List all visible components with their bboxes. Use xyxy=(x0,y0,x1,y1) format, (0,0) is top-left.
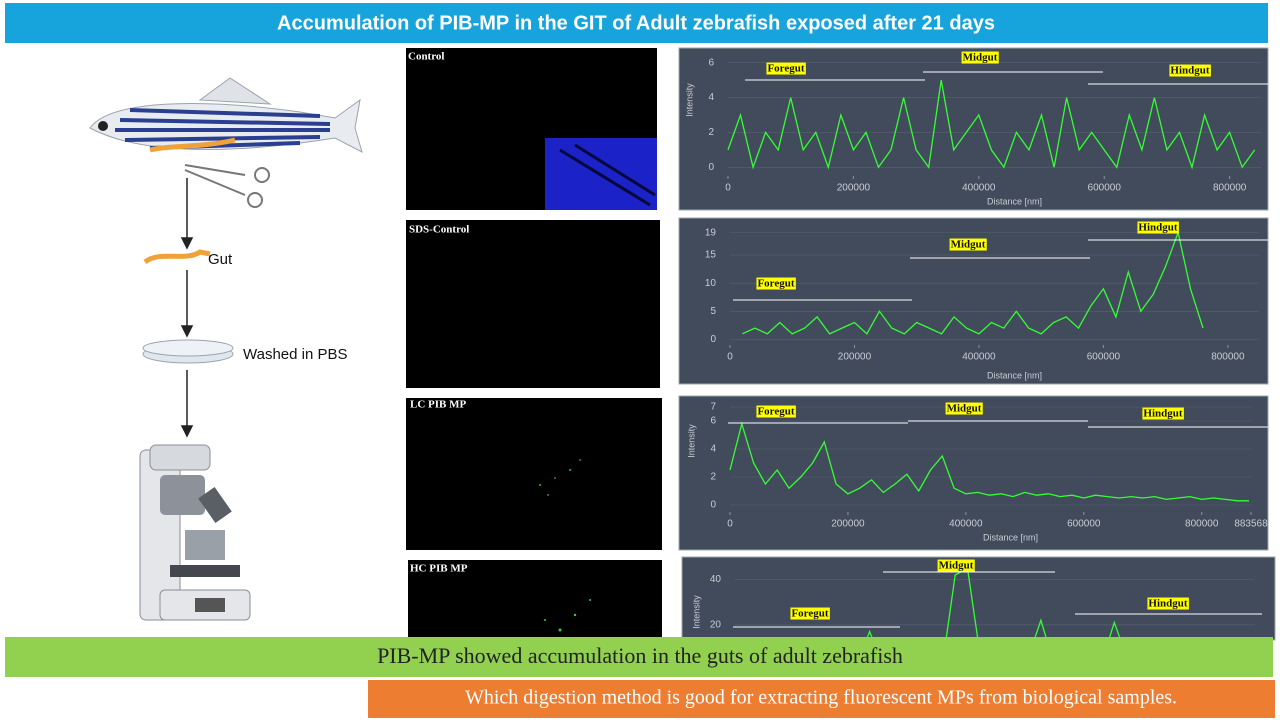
region-label: Foregut xyxy=(767,63,804,75)
y-tick-label: 0 xyxy=(708,162,714,173)
wash-label: Washed in PBS xyxy=(243,346,348,363)
question-banner xyxy=(368,680,1275,718)
gut-label: Gut xyxy=(208,251,233,268)
y-tick-label: 40 xyxy=(710,574,722,585)
x-axis-label: Distance [nm] xyxy=(983,532,1038,542)
y-tick-label: 0 xyxy=(710,500,716,511)
intensity-chart: 0 2 4 6 7 0 200000 400000 600000 800000 883568 Dist… xyxy=(678,395,1269,551)
y-tick-label: 2 xyxy=(710,472,716,483)
intensity-chart: 0 2 4 6 0 200000 400000 600000 800000 Distance [n… xyxy=(678,47,1269,211)
x-tick-label: 600000 xyxy=(1087,352,1121,363)
region-highlight xyxy=(756,405,796,418)
y-tick-label: 6 xyxy=(710,416,716,427)
title: Accumulation of PIB-MP in the GIT of Adu… xyxy=(277,12,995,34)
region-label: Hindgut xyxy=(1138,222,1177,234)
region-highlight xyxy=(766,62,806,75)
x-axis-label: Distance [nm] xyxy=(987,196,1042,206)
y-tick-label: 5 xyxy=(710,306,716,317)
y-tick-label: 4 xyxy=(710,444,716,455)
fluorescence-specks xyxy=(544,599,591,632)
fluorescence-specks xyxy=(538,459,581,496)
region-highlight xyxy=(790,607,830,620)
region-label: Midgut xyxy=(951,239,986,251)
plot-area: 0 2 4 6 0 200000 400000 600000 800000 xyxy=(708,57,1261,194)
region-label: Midgut xyxy=(963,52,998,64)
micrograph xyxy=(408,560,662,640)
region-label: Hindgut xyxy=(1148,598,1187,610)
region-label: Midgut xyxy=(947,403,982,415)
x-tick-label: 200000 xyxy=(831,519,865,530)
y-tick-label: 2 xyxy=(708,127,714,138)
region-highlight xyxy=(1147,597,1189,610)
intensity-chart: 0 5 10 15 19 0 200000 400000 600000 800000 Distanc… xyxy=(678,217,1269,385)
intensity-line xyxy=(727,79,1256,170)
arrows xyxy=(180,178,194,438)
y-tick-label: 6 xyxy=(708,57,714,68)
x-tick-label: 800000 xyxy=(1213,183,1247,194)
x-tick-label: 200000 xyxy=(838,352,872,363)
finding: PIB-MP showed accumulation in the guts o… xyxy=(377,643,903,668)
y-axis-label: Intensity xyxy=(684,83,694,117)
title-bar xyxy=(5,3,1268,43)
x-tick-label: 400000 xyxy=(962,352,996,363)
x-tick-label: 400000 xyxy=(949,519,983,530)
intensity-line xyxy=(742,230,1204,335)
finding-banner xyxy=(5,637,1273,677)
region-label: Foregut xyxy=(757,406,794,418)
y-tick-label: 4 xyxy=(708,92,714,103)
y-tick-label: 7 xyxy=(710,402,716,413)
region-highlight xyxy=(1169,64,1211,77)
x-axis-label: Distance [nm] xyxy=(987,370,1042,380)
petri-dish xyxy=(142,339,234,364)
region-label: Foregut xyxy=(791,608,828,620)
region-highlight xyxy=(1142,407,1184,420)
x-tick-label: 883568 xyxy=(1234,519,1268,530)
inset-texture xyxy=(559,143,656,207)
y-tick-label: 0 xyxy=(710,334,716,345)
micrograph-label: HC PIB MP xyxy=(410,563,468,575)
region-label: Midgut xyxy=(939,560,974,572)
chart-background xyxy=(678,395,1269,551)
region-label: Hindgut xyxy=(1170,65,1209,77)
gut-icon xyxy=(143,249,211,265)
y-axis-label: Intensity xyxy=(691,595,701,629)
region-highlight xyxy=(949,238,987,251)
x-tick-label: 800000 xyxy=(1185,519,1219,530)
micrograph-label: Control xyxy=(408,51,444,63)
region-highlight xyxy=(961,51,999,64)
region-label: Foregut xyxy=(757,278,794,290)
micrograph-label: LC PIB MP xyxy=(410,399,467,411)
y-tick-label: 15 xyxy=(705,250,717,261)
region-highlight xyxy=(1137,221,1179,234)
x-tick-label: 0 xyxy=(725,183,731,194)
x-tick-label: 0 xyxy=(727,519,733,530)
y-tick-label: 20 xyxy=(710,619,722,630)
micrograph xyxy=(406,220,660,388)
micrograph-label: SDS-Control xyxy=(409,224,469,236)
microscope xyxy=(139,444,251,621)
region-label: Hindgut xyxy=(1143,408,1182,420)
y-tick-label: 19 xyxy=(705,227,717,238)
question: Which digestion method is good for extra… xyxy=(465,687,1177,709)
x-tick-label: 800000 xyxy=(1211,352,1245,363)
x-tick-label: 200000 xyxy=(837,183,871,194)
micrograph xyxy=(406,398,662,550)
zebrafish xyxy=(89,77,363,208)
y-tick-label: 10 xyxy=(705,278,717,289)
x-tick-label: 600000 xyxy=(1067,519,1101,530)
region-highlight xyxy=(756,277,796,290)
intensity-line xyxy=(729,421,1249,502)
y-axis-label: Intensity xyxy=(686,424,696,458)
x-tick-label: 600000 xyxy=(1088,183,1122,194)
x-tick-label: 0 xyxy=(727,352,733,363)
x-tick-label: 400000 xyxy=(962,183,996,194)
region-highlight xyxy=(937,559,975,572)
region-highlight xyxy=(945,402,983,415)
